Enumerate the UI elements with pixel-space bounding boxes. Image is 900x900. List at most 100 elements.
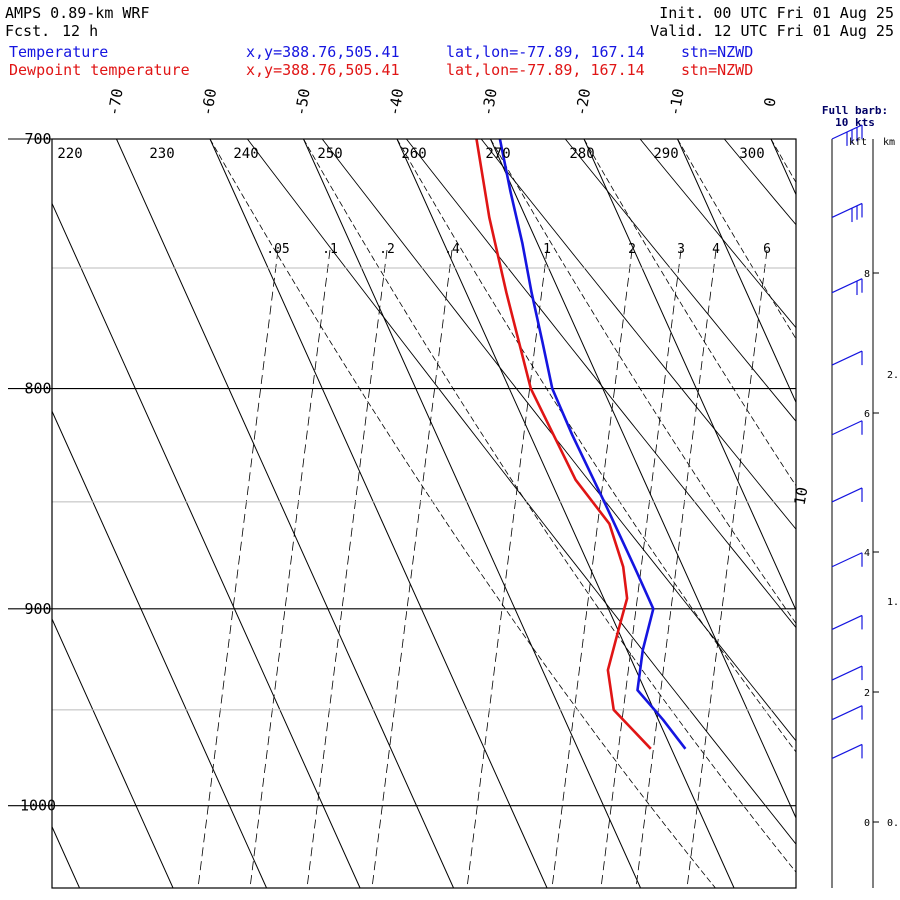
mixing-ratio-line [249,249,331,888]
theta-label: 250 [317,146,342,162]
isotherm [209,139,548,888]
wind-barb-staff [831,487,863,503]
wind-barb-staff [831,743,863,759]
temperature-legend: Temperature [9,43,109,61]
model-title: AMPS 0.89-km WRF [5,4,150,22]
kft-tick-label: 6 [864,409,870,420]
temperature-tick-label: -40 [385,87,407,117]
dewpoint-station: stn=NZWD [681,61,754,79]
isotherm [770,139,796,196]
wind-barb-staff [831,420,863,436]
isotherm [52,825,81,888]
wind-barbs: 8 6 4 2 0 2. 1. 0. [831,124,899,888]
mixing-ratio-label: .4 [444,242,460,257]
mixing-ratio-label: .2 [379,242,395,257]
mixing-ratio-line [551,249,633,888]
isotherm [583,139,796,612]
mixing-ratio-line [686,249,768,888]
kft-tick-label: 8 [864,269,870,280]
wind-barb-staff [831,614,863,630]
profile-series [475,139,687,750]
mixing-ratio-line [371,249,453,888]
isotherm [865,139,900,888]
mixing-ratio-label: 1 [543,242,551,257]
isotherm [490,139,796,820]
temperature-tick-label: -10 [665,87,687,117]
theta-label: 280 [569,146,594,162]
isotherm [116,139,455,888]
kft-tick-label: 4 [864,548,870,559]
km-tick-label: 1. [887,597,899,608]
temperature-station: stn=NZWD [681,43,754,61]
temperature-tick-label: -30 [478,87,500,117]
temperature-tick-label: -60 [198,87,220,117]
moist-adiabat [209,139,716,888]
kft-label: kft [849,137,867,148]
wind-barb-staff [831,665,863,681]
moist-adiabat [865,139,900,888]
temperature-profile-line [498,139,687,750]
barb-legend-line2: 10 kts [835,116,875,129]
mixing-ratio-label: 3 [677,242,685,257]
km-tick-label: 2. [887,370,899,381]
mixing-ratio-line [306,249,388,888]
mixing-ratio-label: 6 [763,242,771,257]
temperature-tick-label: 10 [791,486,812,507]
moist-adiabat [770,139,796,184]
theta-label: 240 [233,146,258,162]
pressure-tick-label: 800 [24,380,51,398]
mixing-ratio-label: .05 [266,242,289,257]
mixing-ratio-line [197,249,279,888]
init-time: Init. 00 UTC Fri 01 Aug 25 [659,4,894,22]
dewpoint-xy: x,y=388.76,505.41 [246,61,400,79]
dry-adiabat [639,139,796,329]
mixing-ratio-line [635,249,717,888]
dry-adiabat [723,139,796,226]
isotherm [303,139,642,888]
kft-tick-label: 2 [864,688,870,699]
theta-label: 230 [149,146,174,162]
temperature-tick-label: 0 [760,96,779,108]
mixing-ratio-label: 2 [628,242,636,257]
moist-adiabat [303,139,796,873]
mixing-ratio-label: 4 [712,242,720,257]
isotherm [677,139,796,404]
temperature-tick-label: -20 [572,87,594,117]
dry-adiabat [480,139,796,530]
wind-barb-staff [831,552,863,568]
isotherm [52,617,174,888]
theta-label: 290 [653,146,678,162]
km-tick-label: 0. [887,818,899,829]
temperature-tick-label: -70 [104,87,126,117]
pressure-tick-label: 700 [24,130,51,148]
chart-labels: 700 800 900 1000 -70 -60 -50 -40 -30 -20 -10 0 10 .05… [20,87,812,814]
moist-adiabat [396,139,796,753]
wind-barb-staff [831,705,863,721]
temperature-latlon: lat,lon=-77.89, 167.14 [446,43,645,61]
kft-tick-label: 0 [864,818,870,829]
forecast-label: Fcst. [5,22,51,40]
forecast-hours: 12 h [62,22,99,40]
mixing-ratio-line [466,249,548,888]
theta-label: 300 [739,146,764,162]
isotherm [396,139,735,888]
dewpoint-profile-line [475,139,652,750]
dry-adiabat [406,139,796,629]
dewpoint-latlon: lat,lon=-77.89, 167.14 [446,61,645,79]
valid-time: Valid. 12 UTC Fri 01 Aug 25 [650,22,894,40]
moist-adiabat [490,139,796,625]
isotherm [52,410,268,888]
theta-label: 220 [57,146,82,162]
mixing-ratio-label: .1 [322,242,338,257]
moist-adiabat [677,139,796,340]
pressure-tick-label: 900 [24,600,51,618]
temperature-tick-label: -50 [291,87,313,117]
pressure-tick-label: 1000 [20,797,56,815]
barb-legend-line1: Full barb: [822,104,888,117]
isobar-lines [8,138,796,807]
dewpoint-legend: Dewpoint temperature [9,61,190,79]
moist-adiabat [583,139,796,487]
temperature-xy: x,y=388.76,505.41 [246,43,400,61]
dry-adiabat [247,139,796,845]
